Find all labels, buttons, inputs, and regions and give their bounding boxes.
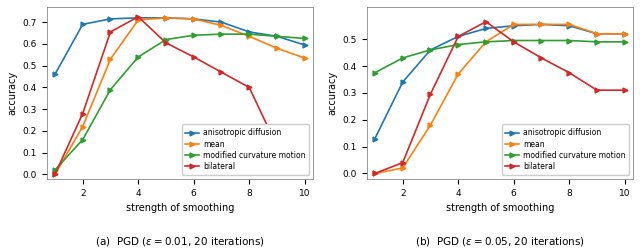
bilateral [134, 15, 142, 18]
mean [593, 32, 601, 35]
anisotropic diffusion [301, 44, 308, 46]
modified curvature motion [245, 33, 253, 36]
bilateral [482, 20, 490, 23]
anisotropic diffusion [218, 21, 225, 24]
modified curvature motion [454, 43, 462, 46]
anisotropic diffusion [593, 32, 601, 35]
modified curvature motion [510, 39, 518, 42]
anisotropic diffusion [621, 32, 628, 35]
mean [162, 16, 170, 19]
Line: modified curvature motion: modified curvature motion [52, 32, 307, 172]
Text: (a)  PGD ($\epsilon = 0.01$, 20 iterations): (a) PGD ($\epsilon = 0.01$, 20 iteration… [95, 234, 264, 248]
modified curvature motion [218, 33, 225, 36]
mean [427, 124, 435, 126]
mean [301, 56, 308, 59]
anisotropic diffusion [371, 137, 379, 140]
anisotropic diffusion [51, 73, 59, 76]
X-axis label: strength of smoothing: strength of smoothing [445, 203, 554, 213]
bilateral [245, 86, 253, 89]
bilateral [79, 112, 86, 115]
anisotropic diffusion [134, 16, 142, 19]
modified curvature motion [107, 88, 115, 91]
mean [190, 18, 198, 20]
Line: bilateral: bilateral [52, 14, 307, 177]
anisotropic diffusion [565, 24, 573, 27]
modified curvature motion [79, 138, 86, 141]
modified curvature motion [162, 38, 170, 41]
bilateral [51, 173, 59, 176]
mean [399, 166, 406, 170]
Line: bilateral: bilateral [372, 19, 627, 176]
modified curvature motion [301, 37, 308, 40]
mean [454, 72, 462, 76]
Line: mean: mean [52, 16, 307, 177]
anisotropic diffusion [510, 24, 518, 27]
bilateral [538, 56, 545, 59]
mean [510, 23, 518, 26]
anisotropic diffusion [190, 18, 198, 20]
Line: mean: mean [372, 22, 627, 176]
mean [79, 125, 86, 128]
bilateral [621, 89, 628, 92]
bilateral [273, 145, 281, 148]
Y-axis label: accuracy: accuracy [327, 71, 337, 115]
bilateral [190, 56, 198, 58]
modified curvature motion [190, 34, 198, 37]
anisotropic diffusion [273, 35, 281, 38]
Y-axis label: accuracy: accuracy [7, 71, 17, 115]
anisotropic diffusion [245, 30, 253, 34]
mean [538, 23, 545, 26]
bilateral [565, 71, 573, 74]
Legend: anisotropic diffusion, mean, modified curvature motion, bilateral: anisotropic diffusion, mean, modified cu… [502, 124, 629, 175]
modified curvature motion [593, 40, 601, 43]
modified curvature motion [134, 56, 142, 58]
anisotropic diffusion [538, 23, 545, 26]
mean [51, 173, 59, 176]
bilateral [107, 30, 115, 34]
mean [482, 40, 490, 43]
anisotropic diffusion [162, 16, 170, 19]
bilateral [301, 145, 308, 148]
modified curvature motion [51, 168, 59, 172]
mean [218, 24, 225, 27]
modified curvature motion [371, 71, 379, 74]
mean [245, 35, 253, 38]
modified curvature motion [399, 56, 406, 59]
Line: anisotropic diffusion: anisotropic diffusion [52, 16, 307, 77]
bilateral [510, 40, 518, 43]
anisotropic diffusion [79, 23, 86, 26]
anisotropic diffusion [454, 35, 462, 38]
anisotropic diffusion [107, 18, 115, 20]
mean [107, 58, 115, 61]
Line: anisotropic diffusion: anisotropic diffusion [372, 22, 627, 141]
Line: modified curvature motion: modified curvature motion [372, 38, 627, 75]
mean [621, 32, 628, 35]
modified curvature motion [538, 39, 545, 42]
anisotropic diffusion [399, 80, 406, 84]
bilateral [218, 71, 225, 74]
mean [565, 23, 573, 26]
bilateral [593, 89, 601, 92]
bilateral [162, 41, 170, 44]
modified curvature motion [482, 40, 490, 43]
modified curvature motion [273, 35, 281, 38]
mean [134, 18, 142, 22]
modified curvature motion [565, 39, 573, 42]
bilateral [427, 93, 435, 96]
bilateral [454, 35, 462, 38]
X-axis label: strength of smoothing: strength of smoothing [125, 203, 234, 213]
anisotropic diffusion [427, 48, 435, 51]
modified curvature motion [427, 48, 435, 51]
bilateral [399, 161, 406, 164]
mean [273, 47, 281, 50]
modified curvature motion [621, 40, 628, 43]
anisotropic diffusion [482, 27, 490, 30]
Text: (b)  PGD ($\epsilon = 0.05$, 20 iterations): (b) PGD ($\epsilon = 0.05$, 20 iteration… [415, 234, 585, 248]
bilateral [371, 172, 379, 175]
mean [371, 172, 379, 175]
Legend: anisotropic diffusion, mean, modified curvature motion, bilateral: anisotropic diffusion, mean, modified cu… [182, 124, 309, 175]
